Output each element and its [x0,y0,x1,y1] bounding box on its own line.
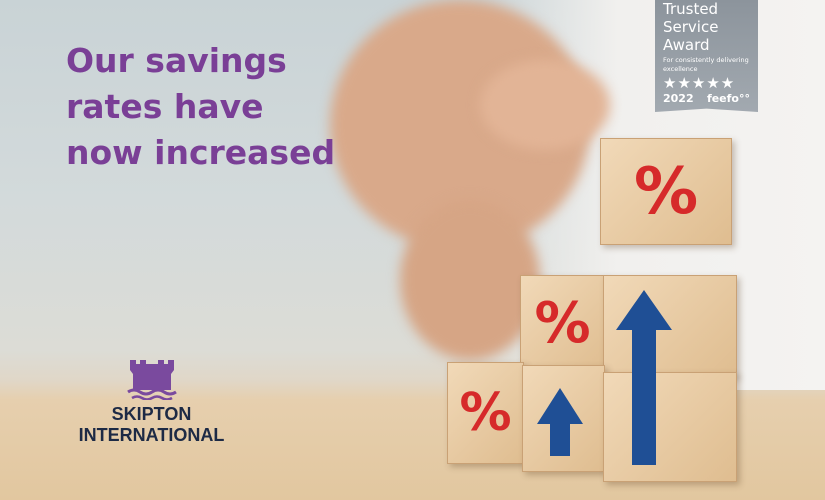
bottom-percent-cube: % [447,362,524,464]
large-up-arrow-icon [616,290,672,465]
badge-subtitle: For consistently delivering excellence [663,56,749,73]
logo-text-line-1: SKIPTON [111,404,192,424]
castle-waves-icon [126,360,177,401]
middle-percent-cube: % [520,275,605,372]
badge-title-3: Award [663,36,710,54]
feefo-award-badge: Trusted Service Award For consistently d… [655,0,758,112]
percent-symbol: % [534,291,591,356]
badge-year: 2022 [663,92,694,105]
wrist-image [400,200,540,360]
small-up-arrow-icon [537,388,583,456]
badge-title-2: Service [663,18,719,36]
star-icons: ★★★★★ [663,74,736,92]
badge-title-1: Trusted [663,0,719,18]
skipton-international-logo: SKIPTON INTERNATIONAL [64,360,239,446]
percent-symbol: % [633,154,699,229]
hand-finger-image [480,60,610,150]
bottom-arrow-cube [603,372,737,482]
logo-text-line-2: INTERNATIONAL [78,425,225,445]
headline: Our savings rates have now increased [66,38,335,176]
percent-symbol: % [459,383,512,443]
headline-line-1: Our savings [66,41,287,80]
feefo-logo: feefo°° [706,92,750,105]
headline-line-2: rates have [66,87,264,126]
headline-line-3: now increased [66,133,336,172]
top-percent-cube: % [600,138,732,245]
